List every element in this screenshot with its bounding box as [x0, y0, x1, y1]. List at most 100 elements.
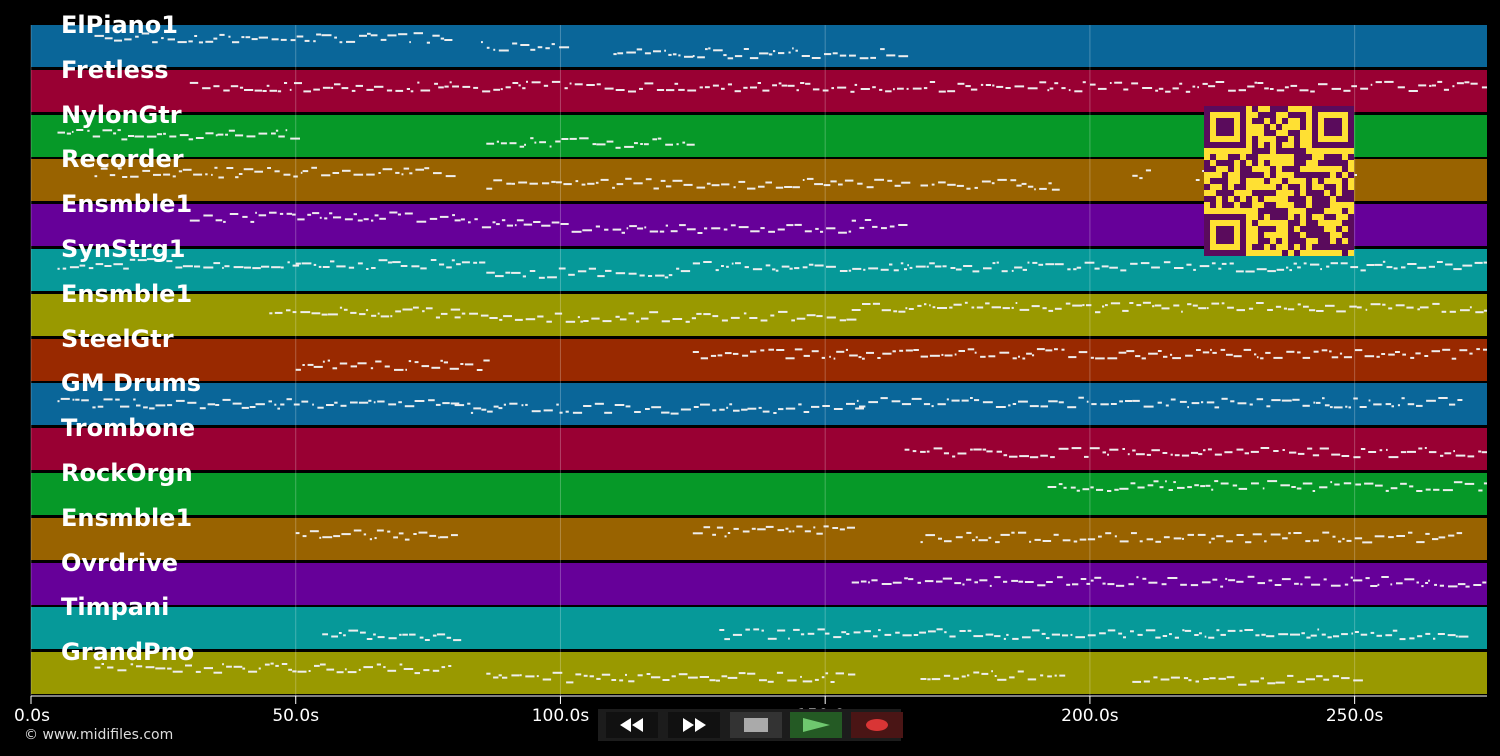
note — [1009, 455, 1018, 458]
note — [850, 90, 855, 93]
track-notes — [57, 128, 695, 149]
note — [1200, 485, 1206, 488]
note — [1181, 454, 1190, 457]
track-notes — [295, 525, 1463, 544]
note — [633, 182, 643, 185]
note — [624, 145, 634, 148]
note — [449, 367, 459, 370]
note — [1107, 453, 1109, 456]
record-button[interactable] — [851, 712, 903, 738]
note — [676, 267, 680, 270]
note — [556, 403, 559, 406]
note — [1418, 84, 1427, 87]
note — [856, 400, 859, 403]
note — [982, 448, 987, 451]
note — [357, 219, 363, 222]
note — [765, 181, 772, 184]
note — [1236, 533, 1244, 536]
note — [985, 633, 994, 636]
note — [1293, 531, 1302, 534]
note — [1350, 576, 1353, 579]
note — [1009, 676, 1015, 679]
note — [1201, 401, 1204, 404]
note — [215, 219, 223, 222]
note — [1452, 84, 1455, 87]
note — [94, 666, 101, 669]
note — [926, 265, 929, 268]
note — [604, 228, 609, 231]
note — [309, 529, 319, 532]
note — [269, 89, 277, 92]
track-notes — [295, 347, 1487, 371]
note — [835, 672, 844, 675]
track-name: GM Drums — [61, 369, 202, 398]
note — [353, 174, 364, 177]
note — [942, 265, 947, 268]
note — [304, 39, 310, 42]
stop-button[interactable] — [730, 712, 782, 738]
note — [1220, 634, 1226, 637]
note — [505, 86, 511, 89]
tick-label: 100.0s — [531, 706, 590, 726]
note — [1152, 304, 1155, 307]
note — [816, 532, 823, 535]
note — [1256, 355, 1259, 358]
play-button[interactable] — [790, 712, 842, 738]
note — [1449, 403, 1456, 406]
note — [699, 86, 703, 89]
note — [1248, 307, 1254, 310]
note — [1230, 400, 1235, 403]
note — [1236, 580, 1244, 583]
note — [920, 540, 923, 543]
note — [803, 411, 810, 414]
note — [1063, 486, 1067, 489]
note — [1000, 533, 1010, 536]
note — [924, 302, 927, 305]
note — [750, 86, 757, 89]
track-lane — [31, 607, 1487, 650]
note — [1227, 306, 1234, 309]
rewind-button[interactable] — [606, 712, 658, 738]
note — [936, 628, 943, 631]
note — [1390, 487, 1398, 490]
note — [1070, 634, 1073, 637]
note — [1310, 634, 1317, 637]
track-lane — [31, 473, 1487, 515]
note — [1090, 83, 1096, 86]
note — [1008, 404, 1011, 407]
track-notes — [189, 211, 908, 235]
note — [705, 48, 708, 51]
note — [1264, 540, 1267, 543]
note — [432, 634, 437, 637]
note — [1062, 634, 1069, 637]
note — [454, 219, 461, 222]
note — [1399, 638, 1406, 641]
note — [949, 635, 956, 638]
note — [316, 33, 322, 36]
note — [949, 306, 953, 309]
note — [1341, 677, 1350, 680]
note — [246, 134, 256, 137]
note — [524, 143, 526, 146]
fast-forward-button[interactable] — [668, 712, 720, 738]
note — [1483, 309, 1487, 312]
note — [155, 667, 166, 670]
note — [178, 170, 183, 173]
note — [564, 86, 568, 89]
note — [898, 310, 906, 313]
note — [928, 630, 936, 633]
note — [1376, 635, 1382, 638]
note — [733, 410, 740, 413]
note — [1448, 534, 1455, 537]
note — [1161, 582, 1167, 585]
note — [803, 354, 810, 357]
note — [1257, 81, 1264, 84]
note — [679, 224, 686, 227]
note — [1238, 683, 1247, 686]
note — [1319, 486, 1328, 489]
note — [318, 265, 322, 268]
note — [904, 268, 907, 271]
note — [402, 308, 413, 311]
note — [965, 84, 971, 87]
note — [1227, 630, 1236, 633]
